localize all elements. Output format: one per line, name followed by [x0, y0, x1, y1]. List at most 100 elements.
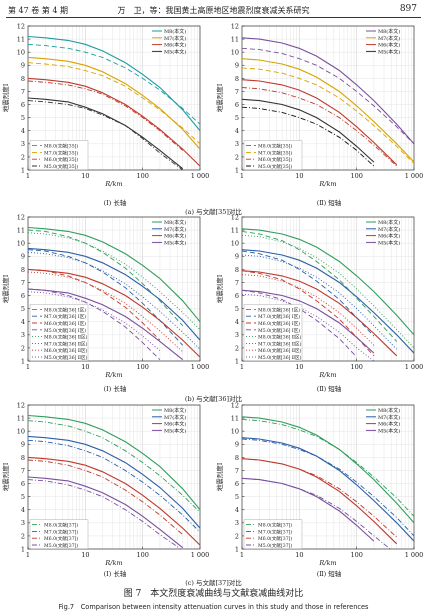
- y-tick-label: 6: [21, 101, 25, 109]
- series-line-7: [242, 106, 375, 167]
- y-tick-label: 12: [17, 401, 25, 409]
- y-tick-label: 7: [235, 467, 239, 475]
- y-tick-label: 2: [235, 532, 239, 540]
- series-line-2: [28, 77, 200, 167]
- y-tick-label: 11: [231, 414, 239, 422]
- y-tick-label: 12: [17, 22, 25, 30]
- series-group: [28, 414, 200, 549]
- legend-label: M8.0(文献[36] Ⅱ区): [44, 334, 88, 341]
- y-tick-label: 3: [21, 519, 25, 527]
- legend-label: M7.0(文献[35]): [258, 149, 292, 156]
- y-tick-label: 8: [235, 75, 239, 83]
- series-line-9: [28, 251, 200, 350]
- series-line-0: [242, 37, 414, 145]
- y-tick-label: 11: [231, 226, 239, 234]
- series-line-1: [28, 435, 200, 529]
- series-line-2: [242, 458, 398, 545]
- y-tick-label: 6: [235, 292, 239, 300]
- series-line-2: [28, 456, 200, 546]
- legend-label: M7.0(文献[37]): [44, 528, 78, 535]
- legend-label: M6.0(文献[35]): [258, 156, 292, 163]
- series-line-7: [28, 288, 161, 361]
- x-axis-label: R/km: [318, 371, 336, 379]
- legend-label: M8(本文): [164, 407, 186, 414]
- y-tick-label: 5: [21, 305, 25, 313]
- x-tick-label: 100: [350, 551, 362, 559]
- series-line-11: [242, 293, 375, 361]
- legend-label: M8(本文): [378, 407, 400, 414]
- legend-label: M7.0(文献[37]): [258, 528, 292, 535]
- series-line-11: [28, 291, 161, 351]
- y-tick-label: 8: [21, 75, 25, 83]
- series-line-4: [28, 43, 200, 125]
- legend-label: M8(本文): [378, 219, 400, 226]
- y-tick-label: 9: [235, 441, 239, 449]
- legend-label: M6.0(文献[37]): [44, 535, 78, 542]
- legend-label: M8.0(文献[35]): [258, 143, 292, 150]
- legend-label: M6(本文): [164, 42, 186, 49]
- x-tick-label: 100: [136, 551, 148, 559]
- panel-label-a-right: (Ⅱ) 短轴: [316, 199, 342, 207]
- panel-label-c-right: (Ⅱ) 短轴: [316, 570, 342, 578]
- legend-label: M8.0(文献[37]): [44, 522, 78, 529]
- y-tick-label: 9: [21, 62, 25, 70]
- legend-label: M7.0(文献[36] Ⅰ区): [258, 313, 300, 320]
- series-group: [28, 226, 200, 361]
- y-tick-label: 12: [17, 213, 25, 221]
- x-tick-label: 1 000: [405, 363, 424, 371]
- x-axis-label: R/km: [104, 180, 122, 188]
- legend-label: M7.0(文献[35]): [44, 149, 78, 156]
- x-axis-label: R/km: [318, 180, 336, 188]
- series-line-5: [242, 438, 414, 537]
- x-tick-label: 10: [81, 172, 89, 180]
- y-tick-label: 2: [235, 344, 239, 352]
- y-tick-label: 1: [21, 357, 25, 365]
- y-tick-label: 7: [235, 279, 239, 287]
- y-tick-label: 12: [231, 401, 239, 409]
- x-tick-label: 1: [240, 363, 244, 371]
- x-tick-label: 100: [350, 172, 362, 180]
- legend-box: [243, 304, 303, 362]
- legend-label: M5(本文): [164, 239, 186, 246]
- series-line-5: [242, 67, 414, 164]
- x-axis-label: R/km: [318, 559, 336, 567]
- x-tick-label: 10: [81, 551, 89, 559]
- row-caption-b: (b) 与文献[36]对比: [184, 395, 243, 403]
- x-tick-label: 1 000: [191, 551, 210, 559]
- series-line-4: [242, 230, 398, 342]
- legend-label: M6.0(文献[36] Ⅱ区): [44, 347, 88, 354]
- y-tick-label: 4: [235, 318, 239, 326]
- y-axis-label: 地震烈度I: [1, 274, 10, 303]
- x-tick-label: 100: [350, 363, 362, 371]
- y-tick-label: 4: [235, 506, 239, 514]
- legend-label: M8.0(文献[36] Ⅱ区): [258, 334, 302, 341]
- page-header: 第 47 卷 第 4 期 万 卫，等：我国黄土高原地区地震烈度衰减关系研究 89…: [0, 0, 427, 20]
- legend-label: M8.0(文献[36] Ⅰ区): [258, 306, 300, 313]
- y-tick-label: 5: [21, 493, 25, 501]
- y-axis-label: 地震烈度I: [215, 462, 224, 491]
- y-axis-label: 地震烈度I: [1, 462, 10, 491]
- y-tick-label: 5: [235, 305, 239, 313]
- legend-label: M6(本文): [378, 421, 400, 428]
- legend-label: M6(本文): [164, 421, 186, 428]
- x-tick-label: 10: [295, 363, 303, 371]
- series-line-0: [28, 226, 200, 323]
- y-tick-label: 6: [21, 292, 25, 300]
- legend-label: M6.0(文献[36] Ⅱ区): [258, 347, 302, 354]
- y-tick-label: 6: [235, 101, 239, 109]
- series-line-5: [28, 249, 184, 346]
- series-group: [242, 416, 414, 549]
- y-tick-label: 8: [235, 454, 239, 462]
- series-line-6: [28, 80, 183, 151]
- y-tick-label: 9: [21, 253, 25, 261]
- series-line-2: [28, 268, 200, 358]
- series-line-1: [242, 249, 414, 354]
- legend-label: M8(本文): [164, 28, 186, 35]
- legend-label: M5(本文): [164, 427, 186, 434]
- legend-label: M5(本文): [164, 48, 186, 55]
- series-line-3: [28, 97, 184, 170]
- series-line-3: [28, 288, 184, 361]
